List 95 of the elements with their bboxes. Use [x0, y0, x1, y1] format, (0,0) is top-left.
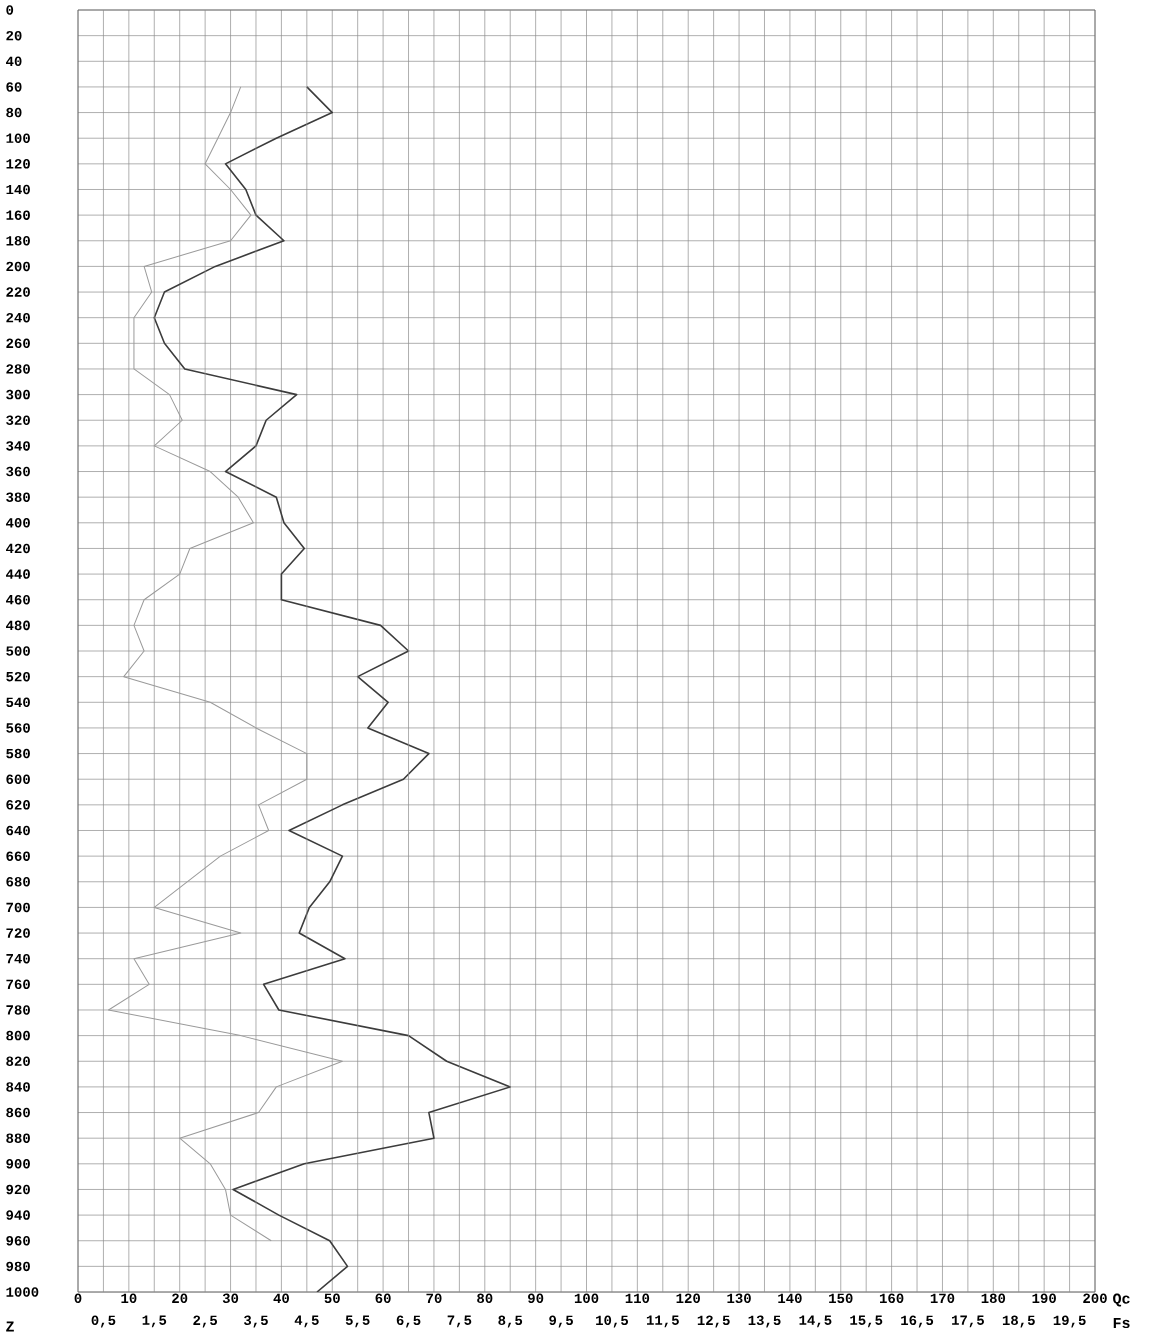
- y-tick-label: 880: [6, 1133, 30, 1143]
- y-axis-title: Z: [6, 1321, 14, 1332]
- x-tick-label: 100: [574, 1293, 599, 1304]
- x-tick-label: 50: [324, 1293, 340, 1304]
- x2-tick-label: 0,5: [91, 1315, 116, 1328]
- y-tick-label: 200: [6, 261, 30, 272]
- y-tick-label: 440: [6, 569, 30, 579]
- y-tick-label: 280: [6, 364, 30, 374]
- y-tick-label: 40: [6, 56, 22, 67]
- x-tick-label: 80: [477, 1293, 493, 1304]
- y-tick-label: 720: [6, 928, 30, 938]
- x2-tick-label: 9,5: [549, 1315, 573, 1328]
- x2-tick-label: 2,5: [193, 1315, 218, 1328]
- x-axis-title: Qc: [1113, 1293, 1130, 1307]
- x2-tick-label: 14,5: [799, 1315, 832, 1328]
- y-tick-label: 500: [6, 646, 30, 656]
- y-tick-label: 480: [6, 620, 30, 631]
- y-tick-label: 940: [6, 1210, 30, 1220]
- x2-tick-label: 7,5: [447, 1315, 472, 1328]
- y-tick-label: 960: [6, 1235, 30, 1246]
- x2-tick-label: 16,5: [901, 1315, 934, 1328]
- y-tick-label: 820: [6, 1056, 30, 1067]
- y-tick-label: 60: [6, 82, 22, 92]
- y-tick-label: 840: [6, 1082, 30, 1092]
- x-tick-label: 10: [121, 1293, 137, 1304]
- y-tick-label: 360: [6, 466, 30, 477]
- x2-tick-label: 4,5: [294, 1315, 319, 1328]
- y-tick-label: 900: [6, 1159, 30, 1169]
- x2-tick-label: 3,5: [244, 1315, 268, 1328]
- y-tick-label: 620: [6, 800, 30, 810]
- y-tick-label: 600: [6, 774, 30, 784]
- y-tick-label: 160: [6, 210, 30, 220]
- y-tick-label: 180: [6, 236, 30, 246]
- y-tick-label: 1000: [6, 1287, 39, 1297]
- x-tick-label: 150: [829, 1293, 853, 1304]
- y-tick-label: 20: [6, 30, 22, 41]
- x2-tick-label: 8,5: [498, 1315, 523, 1328]
- y-tick-label: 240: [6, 312, 30, 323]
- x-tick-label: 90: [528, 1293, 544, 1304]
- y-tick-label: 260: [6, 338, 30, 349]
- y-tick-label: 540: [6, 697, 30, 708]
- y-tick-label: 300: [6, 389, 30, 400]
- x2-axis-title: Fs: [1113, 1318, 1130, 1329]
- y-tick-label: 640: [6, 825, 30, 836]
- y-tick-label: 400: [6, 518, 30, 528]
- x2-tick-label: 19,5: [1053, 1315, 1086, 1328]
- x2-tick-label: 5,5: [345, 1315, 370, 1328]
- y-tick-label: 760: [6, 979, 30, 990]
- y-tick-label: 120: [6, 159, 30, 169]
- y-tick-label: 420: [6, 543, 30, 554]
- x2-tick-label: 1,5: [142, 1315, 167, 1328]
- x2-tick-label: 17,5: [952, 1315, 984, 1328]
- x-tick-label: 180: [981, 1293, 1006, 1304]
- x-tick-label: 30: [222, 1293, 239, 1304]
- x2-tick-label: 11,5: [646, 1315, 679, 1328]
- x2-tick-label: 13,5: [748, 1315, 781, 1328]
- y-tick-label: 0: [6, 5, 14, 15]
- y-tick-label: 580: [6, 748, 30, 759]
- y-tick-label: 460: [6, 594, 30, 605]
- y-tick-label: 380: [6, 492, 30, 502]
- x-tick-label: 40: [273, 1293, 289, 1304]
- y-tick-label: 320: [6, 415, 30, 426]
- y-tick-label: 680: [6, 877, 30, 887]
- y-tick-label: 920: [6, 1184, 30, 1195]
- x-tick-label: 70: [426, 1293, 442, 1304]
- y-tick-label: 860: [6, 1107, 30, 1118]
- y-tick-label: 220: [6, 287, 30, 297]
- x-tick-label: 130: [727, 1293, 751, 1304]
- x-tick-label: 170: [930, 1293, 955, 1304]
- x-tick-label: 20: [172, 1293, 188, 1304]
- x2-tick-label: 10,5: [596, 1315, 629, 1328]
- x-tick-label: 0: [74, 1293, 82, 1304]
- x2-tick-label: 15,5: [850, 1315, 883, 1328]
- y-tick-label: 740: [6, 953, 30, 964]
- y-tick-label: 520: [6, 671, 30, 682]
- x-tick-label: 200: [1083, 1293, 1107, 1304]
- y-tick-label: 140: [6, 184, 30, 195]
- y-tick-label: 100: [6, 133, 30, 143]
- x-tick-label: 190: [1032, 1293, 1056, 1304]
- x-tick-label: 110: [625, 1293, 650, 1304]
- y-tick-label: 660: [6, 851, 30, 861]
- y-tick-label: 560: [6, 723, 30, 733]
- x-tick-label: 120: [676, 1293, 700, 1304]
- x2-tick-label: 6,5: [396, 1315, 421, 1328]
- x2-tick-label: 12,5: [697, 1315, 730, 1328]
- y-tick-label: 700: [6, 902, 30, 913]
- y-tick-label: 80: [6, 107, 22, 118]
- y-tick-label: 800: [6, 1030, 30, 1041]
- x-tick-label: 160: [879, 1293, 904, 1304]
- x-tick-label: 140: [778, 1293, 802, 1304]
- x2-tick-label: 18,5: [1002, 1315, 1035, 1328]
- y-tick-label: 780: [6, 1005, 30, 1015]
- y-tick-label: 340: [6, 441, 30, 451]
- x-tick-label: 60: [375, 1293, 391, 1304]
- y-tick-label: 980: [6, 1261, 30, 1272]
